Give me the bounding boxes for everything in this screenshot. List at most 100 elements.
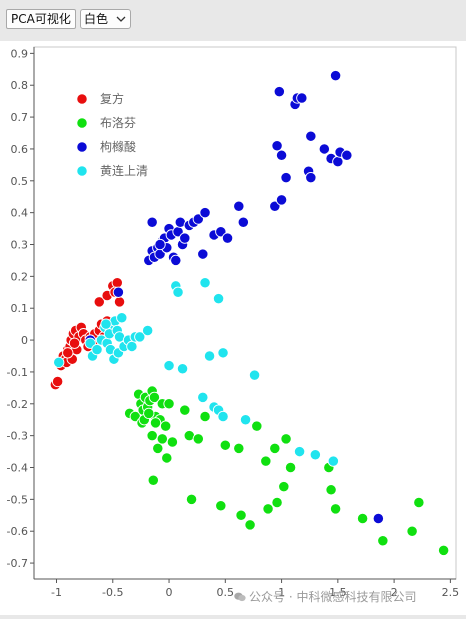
scatter-chart: 0.9 0.8 0.7 0.6 0.5 0.4 0.3 0.2 0.1 0 -0.1 -0.2 -0.3… — [7, 46, 459, 599]
data-point — [239, 414, 252, 426]
data-point — [147, 474, 159, 486]
y-tick-label: -0.5 — [7, 493, 28, 506]
y-tick-label: -0.4 — [7, 462, 28, 475]
legend-label: 黄连上清 — [100, 163, 148, 178]
data-point — [327, 455, 339, 467]
data-point — [179, 404, 191, 416]
data-point — [309, 449, 321, 461]
data-point — [269, 442, 281, 455]
data-point — [68, 337, 81, 349]
data-point — [406, 525, 418, 537]
watermark-text: 公众号 · 中科微感科技有限公司 — [249, 590, 417, 604]
y-tick-label: -0.7 — [7, 557, 28, 570]
data-point — [296, 92, 308, 104]
data-point — [163, 359, 175, 372]
data-point — [62, 347, 74, 359]
plot-border — [33, 46, 457, 580]
data-point — [248, 369, 261, 381]
data-point — [356, 512, 369, 525]
y-tick-label: 0.2 — [11, 270, 29, 283]
data-point — [199, 410, 211, 423]
data-point — [172, 286, 184, 298]
data-point — [112, 286, 125, 298]
legend-label: 布洛芬 — [100, 115, 136, 130]
y-tick-label: 0.1 — [11, 302, 29, 315]
y-tick-label: 0.3 — [11, 239, 29, 252]
data-point — [212, 293, 225, 305]
legend-marker — [76, 93, 88, 105]
data-point — [148, 391, 161, 404]
x-tick-label: 2 — [391, 586, 398, 599]
pca-visualize-button[interactable]: PCA可视化 — [6, 9, 76, 29]
chevron-down-icon — [116, 16, 126, 22]
y-tick-label: 0 — [21, 334, 28, 347]
data-point — [235, 509, 247, 521]
data-point — [146, 216, 158, 228]
y-tick-label: 0.7 — [11, 111, 29, 124]
data-point — [199, 277, 211, 289]
legend-marker — [76, 141, 88, 153]
data-point — [372, 512, 385, 525]
data-point — [53, 356, 65, 369]
data-point — [156, 433, 168, 445]
data-point — [278, 480, 290, 493]
legend-label: 枸橼酸 — [100, 139, 136, 154]
legend-marker — [76, 165, 88, 177]
data-point — [262, 503, 274, 515]
data-point — [179, 232, 191, 244]
color-select-value: 白色 — [84, 12, 109, 26]
y-tick-label: 0.9 — [11, 47, 29, 60]
x-tick-label: -1 — [51, 586, 62, 599]
y-tick-label: -0.1 — [7, 366, 28, 379]
data-point — [170, 254, 182, 267]
y-tick-label: 0.5 — [11, 175, 29, 188]
data-point — [203, 350, 216, 362]
x-tick-label: 1.5 — [329, 586, 347, 599]
data-point — [275, 149, 288, 161]
data-point — [100, 318, 112, 330]
data-point — [146, 429, 158, 442]
y-tick-label: -0.2 — [7, 398, 28, 411]
data-points — [49, 70, 450, 556]
data-point — [293, 445, 306, 458]
data-point — [341, 149, 353, 161]
data-point — [284, 461, 297, 474]
data-point — [329, 503, 342, 515]
wechat-icon — [234, 592, 246, 602]
series-1 — [124, 385, 450, 556]
data-point — [273, 85, 285, 98]
data-point — [318, 143, 330, 155]
legend-marker — [76, 117, 88, 129]
watermark: 公众号 · 中科微感科技有限公司 — [234, 588, 416, 605]
y-tick-label: 0.4 — [11, 207, 29, 220]
data-point — [192, 433, 204, 445]
legend-label: 复方 — [100, 91, 124, 106]
y-tick-label: 0.8 — [11, 79, 29, 92]
data-point — [163, 398, 175, 410]
data-point — [160, 420, 172, 432]
data-point — [260, 455, 272, 467]
y-tick-label: -0.6 — [7, 525, 28, 538]
data-point — [149, 417, 162, 429]
x-tick-label: -0.5 — [102, 586, 123, 599]
data-point — [199, 207, 211, 219]
color-select[interactable]: 白色 — [80, 9, 131, 29]
x-tick-label: 0 — [166, 586, 173, 599]
data-point — [197, 391, 209, 404]
data-point — [244, 519, 256, 531]
data-point — [176, 363, 189, 375]
data-point — [233, 200, 245, 212]
data-point — [217, 347, 229, 359]
toolbar: PCA可视化 白色 — [0, 0, 466, 38]
data-point — [332, 156, 344, 168]
data-point — [142, 324, 154, 337]
y-tick-label: -0.3 — [7, 430, 28, 443]
data-point — [143, 407, 155, 419]
data-point — [111, 277, 123, 289]
data-point — [413, 496, 425, 509]
x-tick-label: 1 — [278, 586, 285, 599]
series-3 — [53, 277, 339, 467]
data-point — [233, 442, 245, 455]
data-point — [215, 500, 227, 512]
